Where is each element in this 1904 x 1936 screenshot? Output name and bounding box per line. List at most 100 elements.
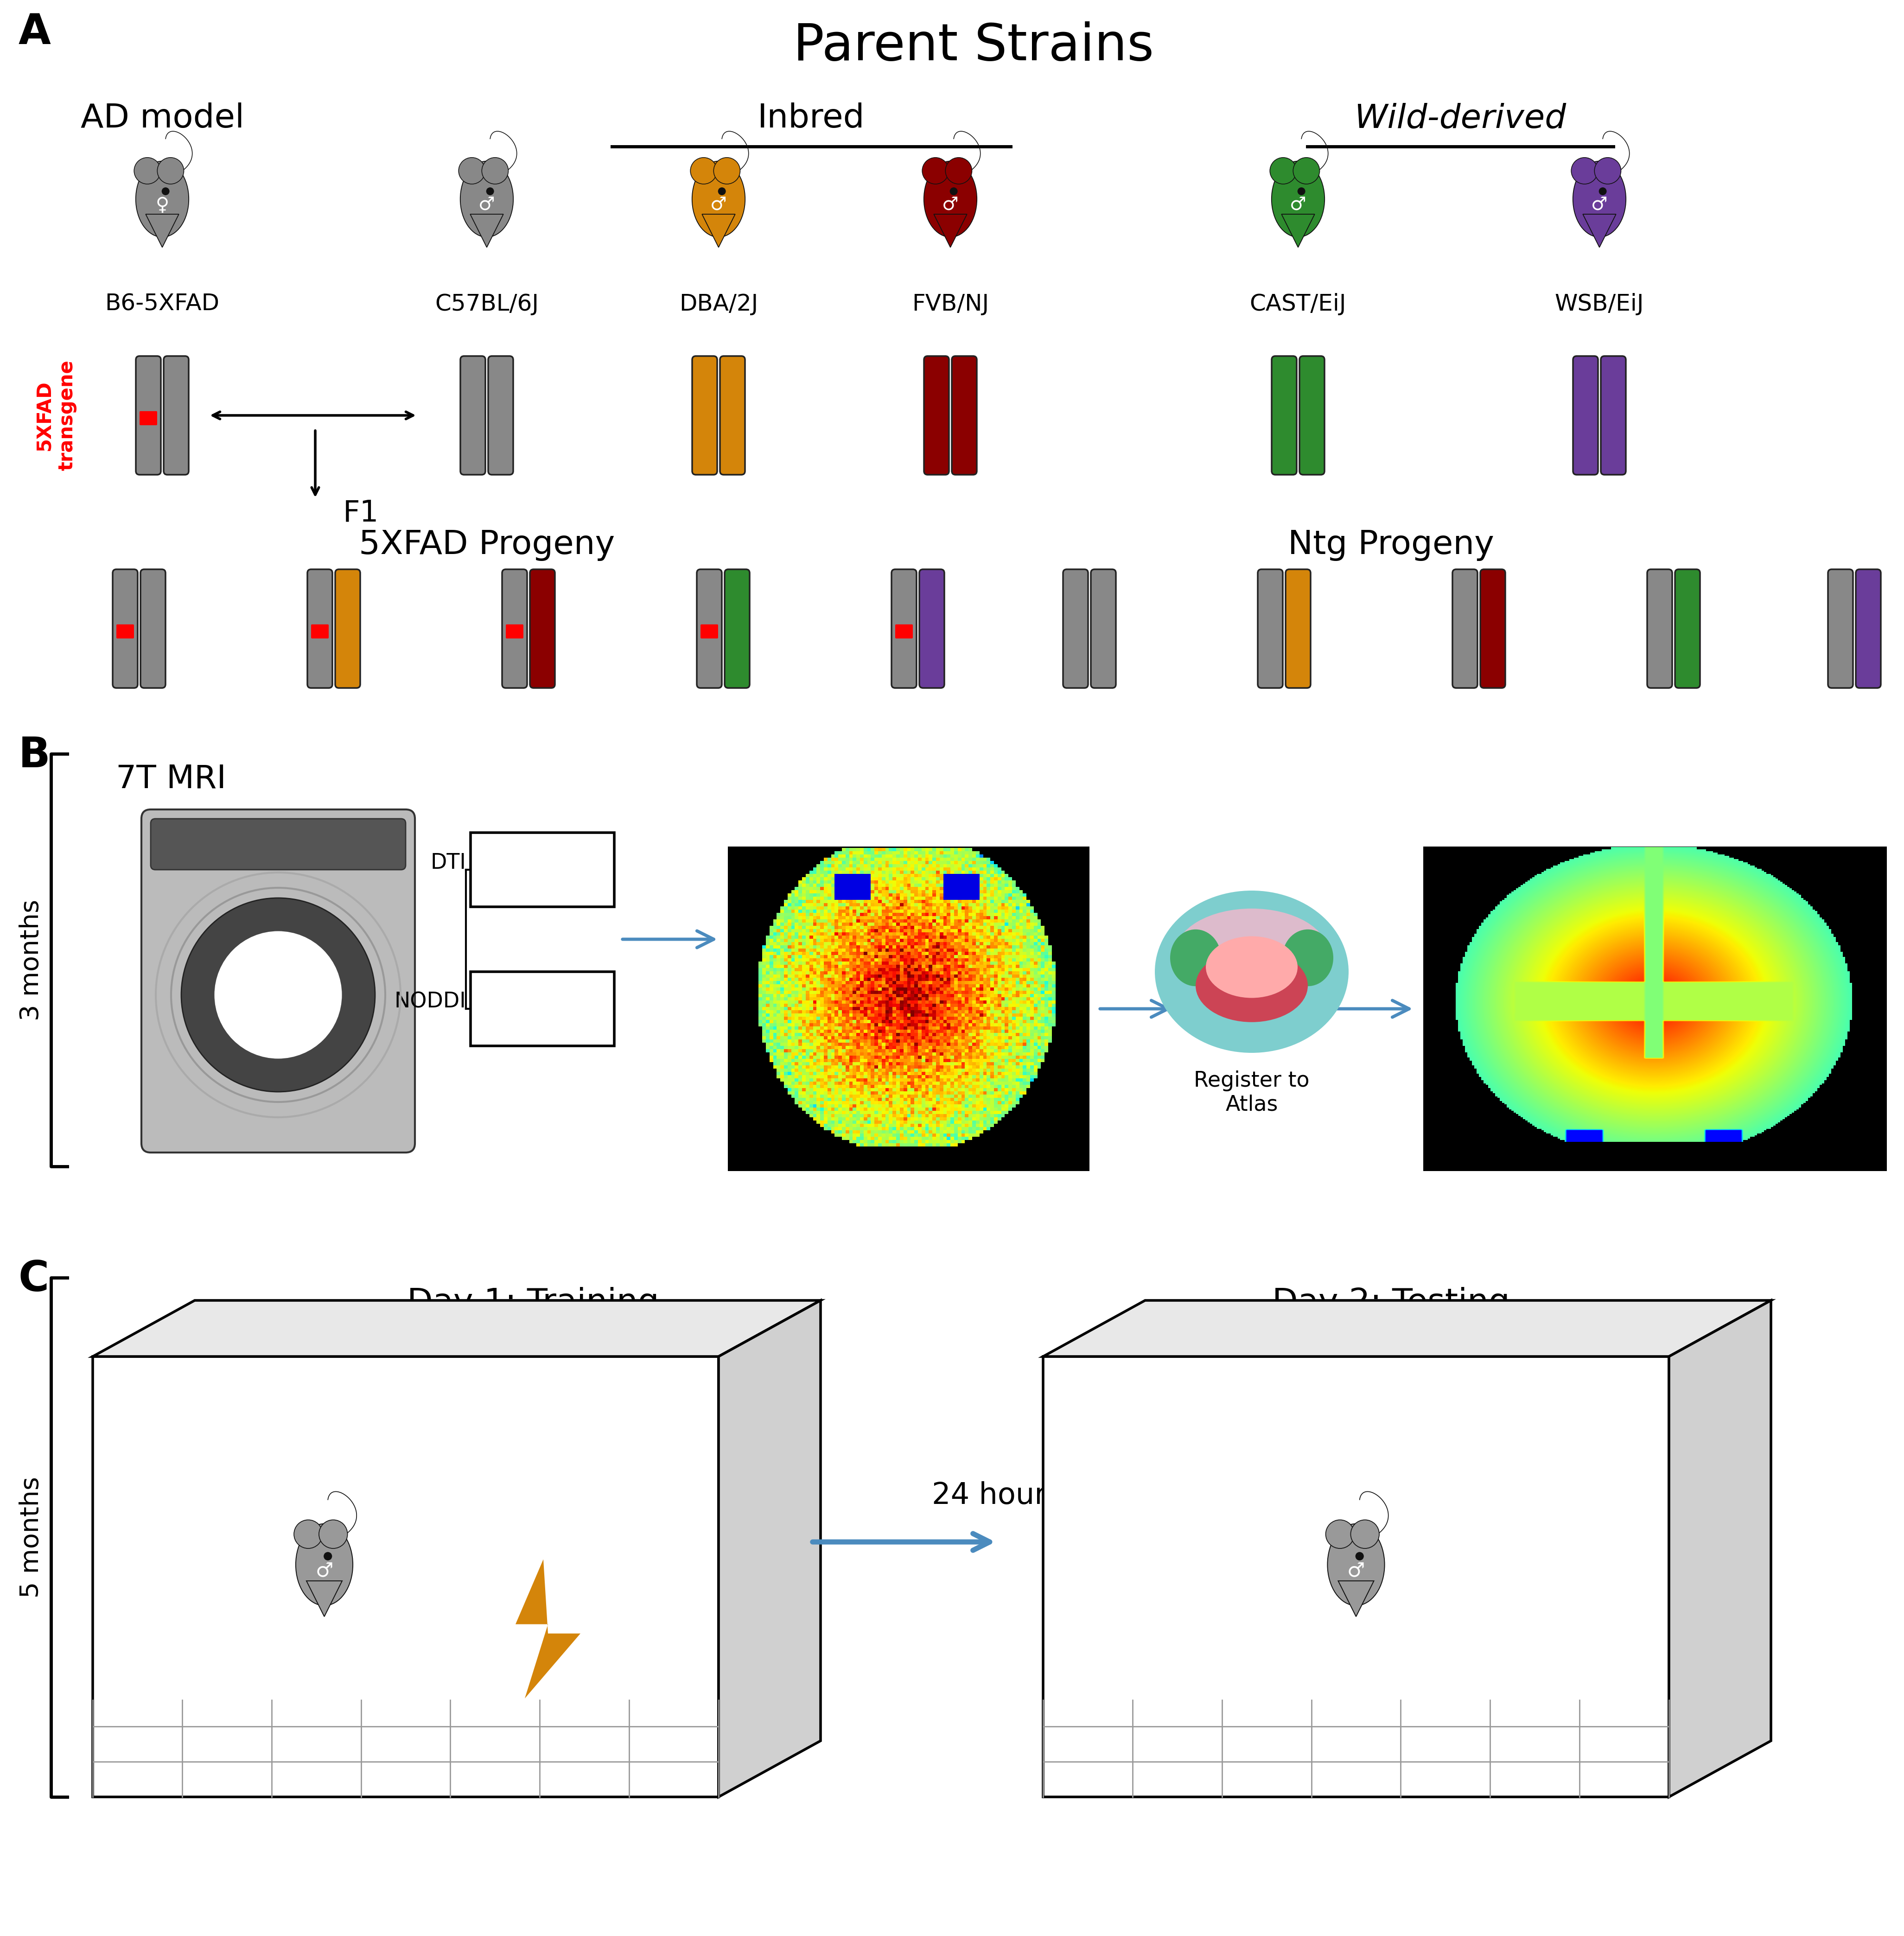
FancyBboxPatch shape bbox=[1091, 569, 1116, 687]
Polygon shape bbox=[1339, 1582, 1375, 1617]
FancyBboxPatch shape bbox=[135, 356, 160, 474]
Text: DTI: DTI bbox=[430, 852, 466, 873]
Circle shape bbox=[486, 188, 493, 196]
Text: ♂: ♂ bbox=[942, 196, 958, 215]
Circle shape bbox=[215, 931, 343, 1059]
FancyBboxPatch shape bbox=[116, 625, 133, 639]
Text: FA   AxD
MD  RD: FA AxD MD RD bbox=[505, 850, 581, 889]
Circle shape bbox=[697, 163, 710, 178]
FancyBboxPatch shape bbox=[461, 356, 486, 474]
Polygon shape bbox=[1043, 1301, 1771, 1357]
Polygon shape bbox=[470, 215, 503, 248]
Text: 3 months: 3 months bbox=[19, 900, 44, 1020]
Circle shape bbox=[1325, 1520, 1354, 1549]
Polygon shape bbox=[93, 1357, 718, 1797]
FancyBboxPatch shape bbox=[139, 410, 158, 426]
Ellipse shape bbox=[461, 161, 514, 236]
FancyBboxPatch shape bbox=[1676, 569, 1700, 687]
Ellipse shape bbox=[691, 161, 744, 236]
Text: ♂: ♂ bbox=[1592, 196, 1607, 215]
Circle shape bbox=[293, 1520, 322, 1549]
Text: Day 2: Testing: Day 2: Testing bbox=[1272, 1287, 1510, 1318]
FancyBboxPatch shape bbox=[920, 569, 944, 687]
Bar bbox=[727, 846, 1089, 1171]
Text: B: B bbox=[19, 736, 50, 776]
Text: Register to
Atlas: Register to Atlas bbox=[1194, 1071, 1310, 1115]
Ellipse shape bbox=[1281, 929, 1333, 985]
FancyBboxPatch shape bbox=[1479, 569, 1506, 687]
Text: NODDI: NODDI bbox=[394, 991, 466, 1013]
Circle shape bbox=[691, 157, 718, 184]
Text: ♂: ♂ bbox=[710, 196, 727, 215]
Text: 5XFAD
transgene: 5XFAD transgene bbox=[34, 360, 76, 470]
Text: DBA/2J: DBA/2J bbox=[680, 292, 758, 316]
FancyBboxPatch shape bbox=[725, 569, 750, 687]
Ellipse shape bbox=[295, 1524, 352, 1605]
Text: Parent Strains: Parent Strains bbox=[794, 21, 1154, 72]
Polygon shape bbox=[1582, 215, 1616, 248]
FancyBboxPatch shape bbox=[895, 625, 912, 639]
Circle shape bbox=[1594, 157, 1620, 184]
Ellipse shape bbox=[1272, 161, 1325, 236]
Circle shape bbox=[1350, 1520, 1378, 1549]
Text: C: C bbox=[19, 1258, 50, 1299]
Circle shape bbox=[922, 157, 948, 184]
FancyBboxPatch shape bbox=[141, 569, 166, 687]
Circle shape bbox=[1577, 163, 1592, 178]
Polygon shape bbox=[516, 1558, 581, 1698]
Text: Wild-derived: Wild-derived bbox=[1354, 103, 1567, 136]
Circle shape bbox=[133, 157, 160, 184]
Circle shape bbox=[718, 188, 725, 196]
Polygon shape bbox=[1043, 1357, 1670, 1797]
Text: ♂: ♂ bbox=[478, 196, 495, 215]
FancyBboxPatch shape bbox=[693, 356, 718, 474]
FancyBboxPatch shape bbox=[701, 625, 718, 639]
Circle shape bbox=[1333, 1526, 1348, 1541]
Text: 5XFAD Progeny: 5XFAD Progeny bbox=[358, 529, 615, 561]
Ellipse shape bbox=[135, 161, 188, 236]
FancyBboxPatch shape bbox=[1828, 569, 1853, 687]
FancyBboxPatch shape bbox=[310, 625, 329, 639]
FancyBboxPatch shape bbox=[470, 832, 615, 906]
Circle shape bbox=[1599, 188, 1607, 196]
Circle shape bbox=[929, 163, 942, 178]
FancyBboxPatch shape bbox=[335, 569, 360, 687]
Text: 7T MRI: 7T MRI bbox=[116, 763, 227, 794]
Text: Day 1: Training: Day 1: Training bbox=[407, 1287, 659, 1318]
FancyBboxPatch shape bbox=[1259, 569, 1283, 687]
Text: FVB/NJ: FVB/NJ bbox=[912, 292, 988, 316]
FancyBboxPatch shape bbox=[506, 625, 524, 639]
Ellipse shape bbox=[1573, 161, 1626, 236]
FancyBboxPatch shape bbox=[487, 356, 514, 474]
Circle shape bbox=[946, 157, 971, 184]
Ellipse shape bbox=[1327, 1524, 1384, 1605]
FancyBboxPatch shape bbox=[1062, 569, 1087, 687]
Text: Inbred: Inbred bbox=[758, 103, 864, 136]
FancyBboxPatch shape bbox=[952, 356, 977, 474]
Circle shape bbox=[1276, 163, 1291, 178]
Circle shape bbox=[1293, 157, 1319, 184]
Circle shape bbox=[301, 1526, 316, 1541]
Ellipse shape bbox=[1175, 908, 1329, 997]
Text: A: A bbox=[19, 12, 51, 52]
FancyBboxPatch shape bbox=[470, 972, 615, 1045]
FancyBboxPatch shape bbox=[1647, 569, 1672, 687]
Text: ♂: ♂ bbox=[1289, 196, 1306, 215]
Text: 24 hours: 24 hours bbox=[931, 1481, 1062, 1510]
Polygon shape bbox=[1281, 215, 1314, 248]
FancyBboxPatch shape bbox=[923, 356, 948, 474]
Text: B6-5XFAD: B6-5XFAD bbox=[105, 292, 219, 316]
Circle shape bbox=[141, 163, 154, 178]
Polygon shape bbox=[933, 215, 967, 248]
Text: ♂: ♂ bbox=[316, 1562, 333, 1582]
Circle shape bbox=[1356, 1553, 1363, 1560]
Polygon shape bbox=[93, 1301, 821, 1357]
FancyBboxPatch shape bbox=[1285, 569, 1310, 687]
Circle shape bbox=[320, 1520, 348, 1549]
Circle shape bbox=[1297, 188, 1306, 196]
Polygon shape bbox=[307, 1582, 343, 1617]
FancyBboxPatch shape bbox=[1573, 356, 1597, 474]
Text: AD model: AD model bbox=[80, 103, 244, 136]
FancyBboxPatch shape bbox=[307, 569, 333, 687]
Ellipse shape bbox=[1196, 949, 1308, 1022]
